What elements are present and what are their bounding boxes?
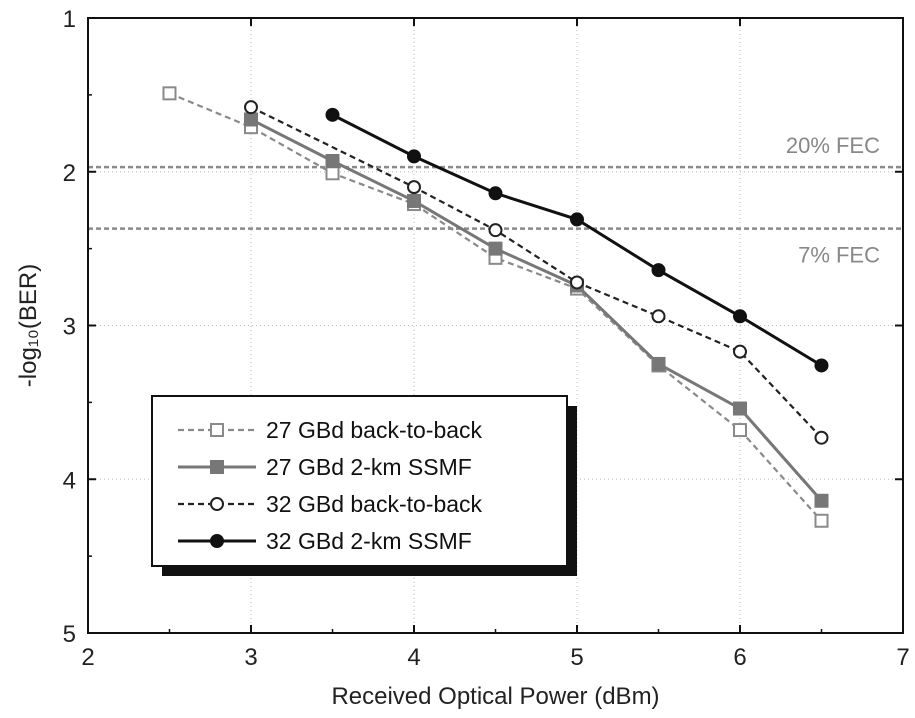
y-axis-title: -log₁₀(BER) bbox=[15, 264, 42, 387]
data-point bbox=[733, 344, 747, 359]
fec-threshold-label: 20% FEC bbox=[786, 133, 880, 158]
data-point bbox=[325, 107, 340, 122]
data-point bbox=[407, 180, 421, 195]
x-axis-title: Received Optical Power (dBm) bbox=[331, 683, 659, 710]
data-point bbox=[570, 212, 584, 227]
legend-label: 27 GBd 2-km SSMF bbox=[266, 454, 472, 480]
data-point bbox=[814, 358, 829, 373]
data-point bbox=[407, 193, 421, 208]
series-3 bbox=[244, 100, 829, 445]
data-point bbox=[733, 309, 747, 324]
data-point bbox=[488, 223, 503, 238]
y-tick-label: 1 bbox=[63, 6, 76, 33]
data-point bbox=[407, 149, 421, 164]
legend-label: 32 GBd back-to-back bbox=[266, 491, 483, 517]
legend-marker bbox=[210, 423, 224, 437]
data-point bbox=[162, 86, 177, 101]
fec-threshold-label: 7% FEC bbox=[798, 243, 880, 268]
data-point bbox=[651, 356, 666, 371]
series-2 bbox=[244, 112, 829, 508]
legend-marker bbox=[210, 460, 224, 474]
legend-label: 32 GBd 2-km SSMF bbox=[266, 528, 472, 554]
y-tick-label: 4 bbox=[63, 467, 76, 494]
data-point bbox=[244, 112, 258, 127]
data-point bbox=[488, 241, 503, 256]
x-tick-label: 6 bbox=[733, 644, 746, 671]
threshold-layer: 20% FEC 7% FEC bbox=[88, 133, 903, 268]
data-point bbox=[651, 309, 666, 324]
y-tick-label: 3 bbox=[63, 314, 76, 341]
legend-label: 27 GBd back-to-back bbox=[266, 417, 483, 443]
data-point bbox=[244, 100, 258, 115]
data-point bbox=[570, 275, 584, 290]
data-point bbox=[733, 423, 747, 438]
legend-marker bbox=[210, 497, 224, 511]
data-point bbox=[488, 186, 503, 201]
x-tick-label: 2 bbox=[81, 644, 94, 671]
legend: 27 GBd back-to-back 27 GBd 2-km SSMF 32 GB… bbox=[151, 395, 577, 576]
x-tick-label: 7 bbox=[896, 644, 909, 671]
data-point bbox=[325, 153, 340, 168]
y-tick-label: 2 bbox=[63, 160, 76, 187]
data-point bbox=[814, 513, 829, 528]
series-4 bbox=[325, 107, 829, 373]
series-layer bbox=[162, 86, 829, 528]
x-tick-label: 5 bbox=[570, 644, 583, 671]
series-line bbox=[331, 113, 823, 367]
x-tick-label: 4 bbox=[407, 644, 420, 671]
data-point bbox=[325, 166, 340, 181]
data-point bbox=[814, 430, 829, 445]
x-tick-label: 3 bbox=[244, 644, 257, 671]
data-point bbox=[733, 401, 747, 416]
tick-layer: 2 3 4 5 6 7 1 2 3 4 5 bbox=[63, 6, 910, 671]
series-line bbox=[250, 118, 823, 502]
data-point bbox=[651, 263, 666, 278]
y-tick-label: 5 bbox=[63, 621, 76, 648]
data-point bbox=[814, 493, 829, 508]
legend-marker bbox=[210, 534, 224, 548]
series-line bbox=[169, 92, 823, 522]
